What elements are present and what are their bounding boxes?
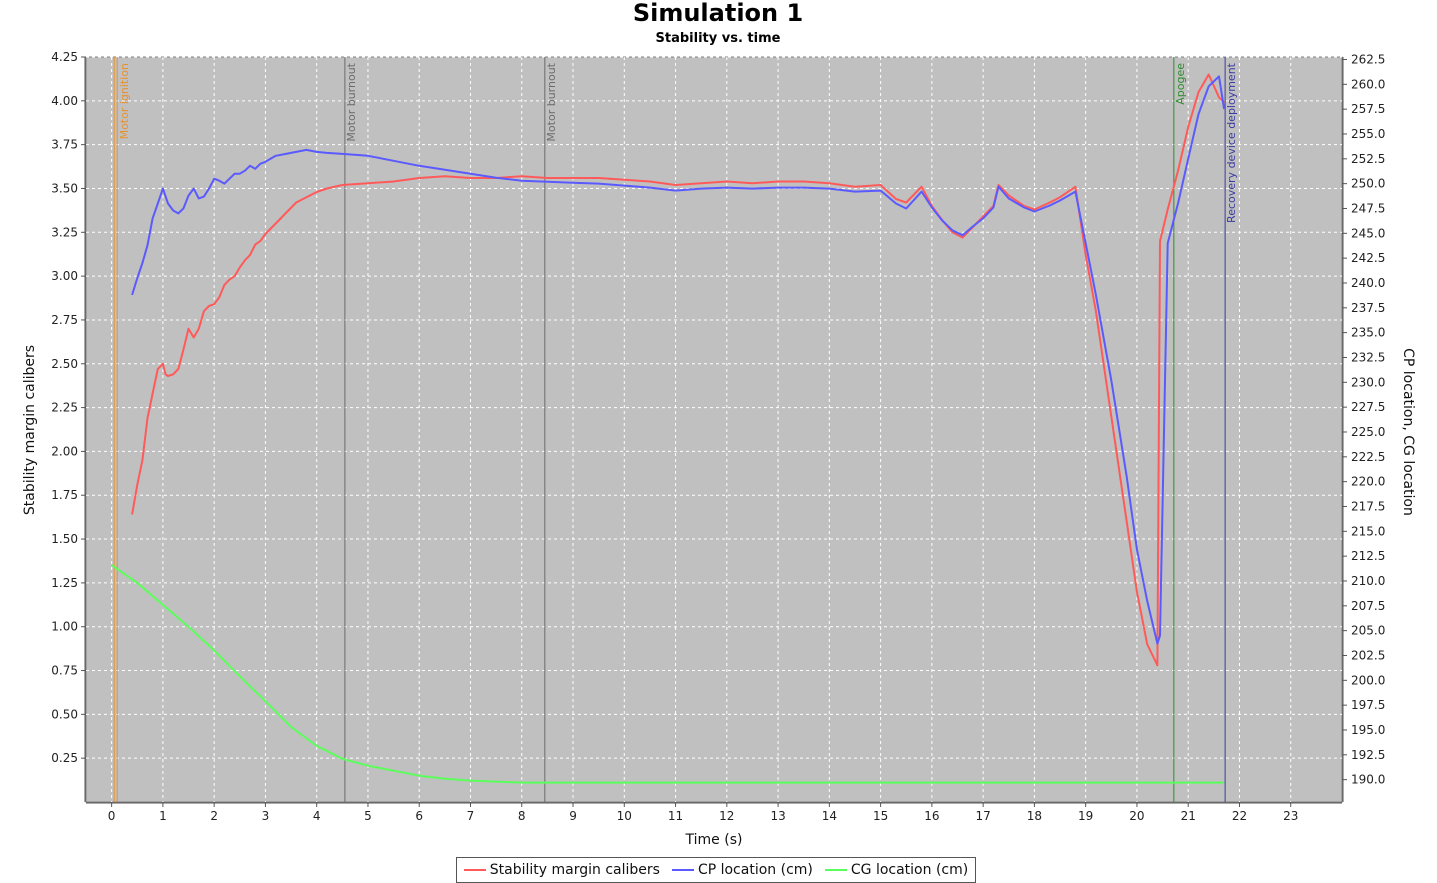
legend: Stability margin calibers CP location (c… [456, 857, 976, 883]
data-series [111, 73, 1226, 784]
y-tick-label: 2.00 [51, 444, 78, 458]
y2-tick-label: 255.0 [1351, 127, 1385, 141]
series-line-1 [131, 75, 1226, 645]
y2-tick-label: 205.0 [1351, 624, 1385, 638]
x-tick-label: 16 [924, 809, 939, 823]
chart-subtitle: Stability vs. time [656, 31, 781, 46]
x-tick-label: 15 [873, 809, 888, 823]
grid-lines [86, 56, 1342, 802]
y-tick-label: 2.75 [51, 313, 78, 327]
x-tick-label: 19 [1078, 809, 1093, 823]
x-tick-label: 6 [415, 809, 423, 823]
x-tick-label: 11 [668, 809, 683, 823]
legend-label-stability: Stability margin calibers [489, 862, 660, 878]
x-tick-label: 22 [1232, 809, 1247, 823]
x-tick-label: 12 [719, 809, 734, 823]
x-tick-label: 13 [770, 809, 785, 823]
event-label: Apogee [1174, 63, 1187, 105]
x-tick-label: 5 [364, 809, 372, 823]
y-tick-label: 3.50 [51, 181, 78, 195]
x-tick-label: 9 [569, 809, 577, 823]
y2-axis-title: CP location, CG location [1400, 348, 1416, 516]
y2-tick-label: 227.5 [1351, 400, 1385, 414]
x-tick-label: 23 [1283, 809, 1298, 823]
y-tick-label: 0.25 [51, 751, 78, 765]
y-tick-label: 2.50 [51, 357, 78, 371]
y-tick-label: 0.75 [51, 664, 78, 678]
series-line-2 [111, 564, 1225, 784]
x-tick-label: 1 [159, 809, 167, 823]
y-tick-label: 1.25 [51, 576, 78, 590]
event-label: Motor burnout [545, 62, 558, 141]
event-markers: Motor ignition Motor burnout Motor burnout… [113, 57, 1238, 802]
y2-tick-label: 202.5 [1351, 648, 1385, 662]
x-tick-label: 8 [518, 809, 526, 823]
legend-swatch-cp [671, 869, 694, 871]
x-tick-label: 4 [313, 809, 321, 823]
y2-tick-label: 257.5 [1351, 102, 1385, 116]
y-tick-label: 4.25 [51, 50, 78, 64]
y2-tick-label: 192.5 [1351, 748, 1385, 762]
x-tick-label: 14 [822, 809, 837, 823]
y-tick-label: 1.50 [51, 532, 78, 546]
y-tick-label: 3.75 [51, 138, 78, 152]
y2-tick-label: 207.5 [1351, 599, 1385, 613]
x-tick-label: 20 [1129, 809, 1144, 823]
plot-area [85, 56, 1343, 803]
y-tick-label: 1.00 [51, 620, 78, 634]
y2-tick-label: 215.0 [1351, 524, 1385, 538]
x-tick-label: 0 [108, 809, 116, 823]
legend-item-stability: Stability margin calibers [463, 862, 660, 878]
y2-tick-label: 197.5 [1351, 698, 1385, 712]
y2-tick-label: 250.0 [1351, 177, 1385, 191]
event-label: Motor ignition [118, 63, 131, 139]
x-tick-label: 18 [1027, 809, 1042, 823]
y-tick-label: 2.25 [51, 401, 78, 415]
event-label: Motor burnout [345, 62, 358, 141]
y2-tick-label: 225.0 [1351, 425, 1385, 439]
y2-tick-label: 212.5 [1351, 549, 1385, 563]
y2-tick-label: 235.0 [1351, 326, 1385, 340]
y-tick-label: 3.00 [51, 269, 78, 283]
y-tick-label: 3.25 [51, 225, 78, 239]
legend-label-cg: CG location (cm) [850, 862, 969, 878]
x-tick-label: 3 [262, 809, 270, 823]
y2-tick-label: 242.5 [1351, 251, 1385, 265]
x-tick-label: 10 [617, 809, 632, 823]
y-axis-title: Stability margin calibers [22, 345, 38, 515]
y2-tick-label: 245.0 [1351, 226, 1385, 240]
legend-item-cp: CP location (cm) [671, 862, 813, 878]
x-tick-label: 17 [976, 809, 991, 823]
y2-tick-label: 222.5 [1351, 450, 1385, 464]
x-tick-label: 2 [210, 809, 218, 823]
axes: 0 1 2 3 4 5 6 7 8 9 10 11 12 13 14 15 16 17 18 19 20 21 22 230.… [51, 50, 1385, 823]
y2-tick-label: 262.5 [1351, 52, 1385, 66]
legend-swatch-cg [824, 869, 847, 871]
legend-item-cg: CG location (cm) [824, 862, 969, 878]
y2-tick-label: 237.5 [1351, 301, 1385, 315]
y2-tick-label: 190.0 [1351, 773, 1385, 787]
y2-tick-label: 210.0 [1351, 574, 1385, 588]
y2-tick-label: 200.0 [1351, 673, 1385, 687]
x-tick-label: 21 [1181, 809, 1196, 823]
x-tick-label: 7 [467, 809, 475, 823]
y-tick-label: 4.00 [51, 94, 78, 108]
y-tick-label: 0.50 [51, 707, 78, 721]
event-label: Recovery device deployment [1225, 62, 1238, 223]
y2-tick-label: 232.5 [1351, 350, 1385, 364]
y2-tick-label: 217.5 [1351, 499, 1385, 513]
y2-tick-label: 220.0 [1351, 475, 1385, 489]
y2-tick-label: 240.0 [1351, 276, 1385, 290]
y2-tick-label: 260.0 [1351, 77, 1385, 91]
y2-tick-label: 252.5 [1351, 152, 1385, 166]
y2-tick-label: 230.0 [1351, 375, 1385, 389]
chart-title: Simulation 1 [633, 0, 803, 27]
y2-tick-label: 195.0 [1351, 723, 1385, 737]
legend-swatch-stability [463, 869, 486, 871]
x-axis-title: Time (s) [685, 832, 743, 848]
y-tick-label: 1.75 [51, 488, 78, 502]
y2-tick-label: 247.5 [1351, 201, 1385, 215]
legend-label-cp: CP location (cm) [697, 862, 813, 878]
